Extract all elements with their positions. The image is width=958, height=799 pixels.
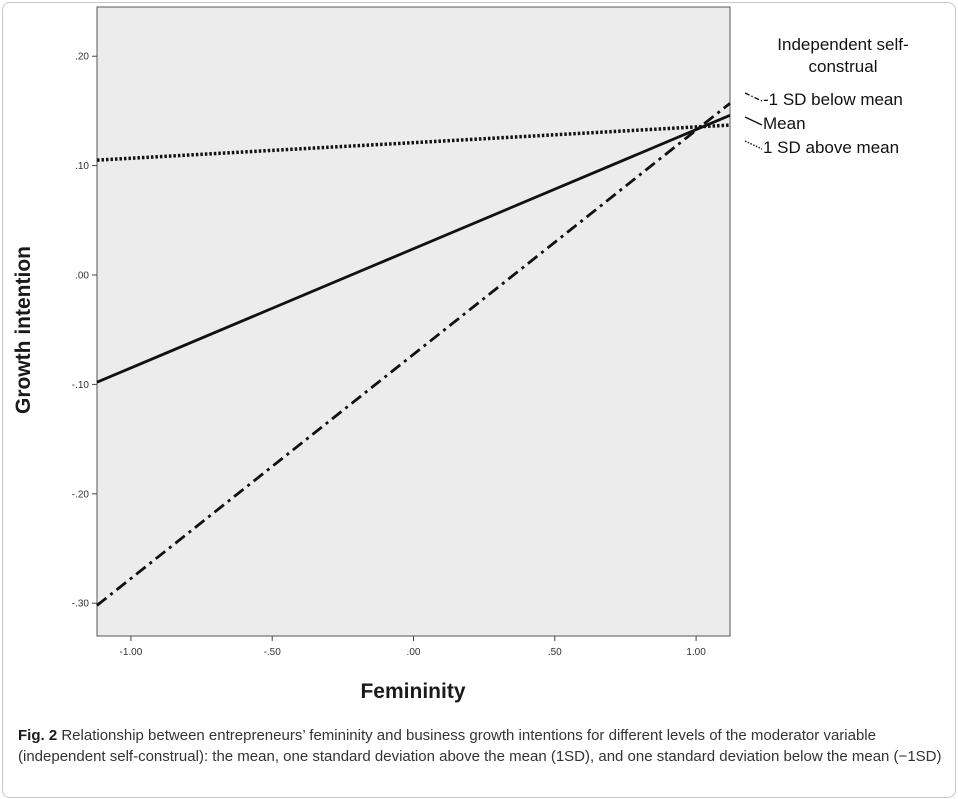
plot-area	[96, 6, 731, 637]
x-tick-label: -1.00	[120, 647, 143, 658]
x-axis-title: Femininity	[360, 680, 465, 703]
y-tick-label: -.30	[72, 599, 90, 610]
legend-swatch	[744, 92, 763, 102]
figure-caption: Fig. 2 Relationship between entrepreneur…	[18, 725, 943, 767]
series-line	[96, 123, 731, 162]
y-tick-label: -.10	[72, 380, 90, 391]
y-tick-label: .00	[75, 271, 89, 282]
legend-swatch	[744, 140, 763, 150]
x-tick-label: 1.00	[686, 647, 706, 658]
x-tick-label: .00	[407, 647, 421, 658]
growth-intention-chart: -.30 -.20 -.10 .00 .10 .20 -1.00 -.50 .00 .50 1.00…	[12, 6, 909, 703]
series-lines	[96, 102, 731, 607]
legend-title: construal	[809, 57, 878, 76]
series-line	[96, 102, 731, 607]
y-tick-label: -.20	[72, 489, 90, 500]
legend-entry: 1 SD above mean	[763, 138, 899, 157]
y-tick-label: .20	[75, 52, 89, 63]
legend-title: Independent self-	[777, 35, 908, 54]
x-tick-label: -.50	[264, 647, 282, 658]
y-axis-title: Growth intention	[12, 246, 35, 414]
x-tick-label: .50	[548, 647, 562, 658]
figure-label: Fig. 2	[18, 727, 58, 744]
legend-entry: Mean	[763, 114, 806, 133]
legend-swatch	[744, 116, 763, 126]
caption-text: Relationship between entrepreneurs’ femi…	[18, 727, 942, 765]
legend-entry: -1 SD below mean	[763, 90, 903, 109]
legend: Independent self-construal -1 SD below me…	[744, 35, 909, 157]
axis-ticks: -.30 -.20 -.10 .00 .10 .20 -1.00 -.50 .00 .50 1.00	[72, 52, 706, 658]
y-tick-label: .10	[75, 161, 89, 172]
series-line	[96, 114, 731, 384]
